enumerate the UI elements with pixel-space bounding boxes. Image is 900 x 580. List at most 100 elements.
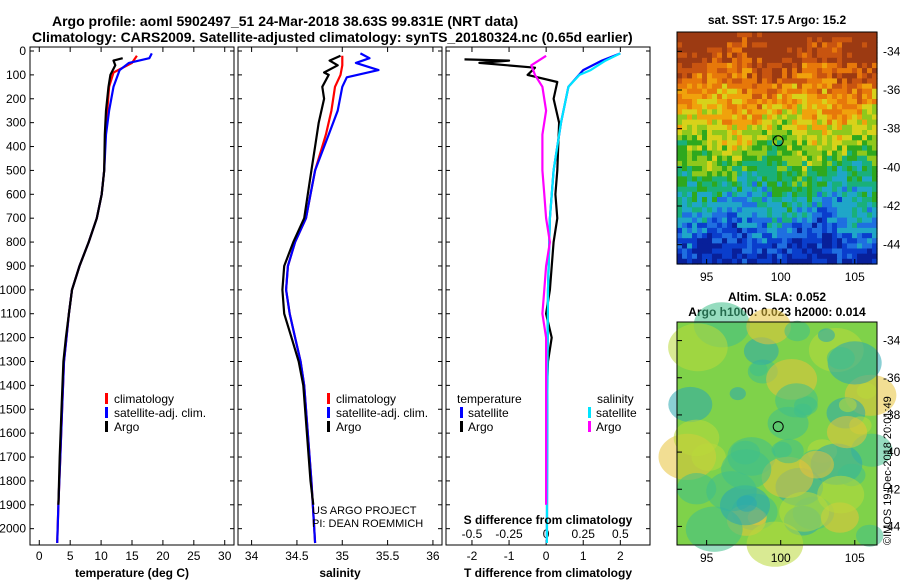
heatmap-cell xyxy=(777,62,783,69)
heatmap-cell xyxy=(792,140,798,147)
heatmap-cell xyxy=(797,88,803,95)
heatmap-cell xyxy=(852,73,858,79)
heatmap-cell xyxy=(767,124,773,131)
heatmap-cell xyxy=(702,37,708,43)
heatmap-cell xyxy=(797,191,803,198)
heatmap-cell xyxy=(762,99,768,105)
heatmap-cell xyxy=(737,37,743,43)
heatmap-cell xyxy=(782,78,788,85)
heatmap-cell xyxy=(692,52,698,59)
heatmap-cell xyxy=(822,202,828,208)
heatmap-cell xyxy=(827,171,833,177)
heatmap-cell xyxy=(732,124,738,131)
heatmap-cell xyxy=(822,155,828,162)
heatmap-cell xyxy=(867,253,873,260)
heatmap-cell xyxy=(852,119,858,126)
heatmap-cell xyxy=(692,166,698,172)
heatmap-cell xyxy=(747,227,753,234)
heatmap-cell xyxy=(782,202,788,208)
heatmap-cell xyxy=(692,243,698,250)
heatmap-cell xyxy=(742,93,748,100)
heatmap-cell xyxy=(717,68,723,74)
heatmap-cell xyxy=(717,140,723,147)
heatmap-cell xyxy=(822,166,828,172)
heatmap-cell xyxy=(687,212,693,219)
heatmap-cell xyxy=(762,130,768,136)
heatmap-cell xyxy=(692,253,698,260)
heatmap-cell xyxy=(777,124,783,131)
heatmap-cell xyxy=(697,233,703,239)
heatmap-cell xyxy=(852,32,858,38)
heatmap-cell xyxy=(807,150,813,157)
heatmap-cell xyxy=(847,155,853,162)
heatmap-cell xyxy=(757,207,763,214)
heatmap-cell xyxy=(702,145,708,152)
heatmap-cell xyxy=(687,150,693,157)
heatmap-cell xyxy=(712,166,718,172)
heatmap-cell xyxy=(677,258,683,265)
heatmap-cell xyxy=(832,130,838,136)
heatmap-cell xyxy=(707,176,713,183)
heatmap-cell xyxy=(837,37,843,43)
heatmap-cell xyxy=(772,114,778,121)
heatmap-cell xyxy=(692,47,698,54)
heatmap-cell xyxy=(772,37,778,43)
heatmap-cell xyxy=(772,68,778,74)
heatmap-cell xyxy=(737,222,743,229)
heatmap-cell xyxy=(677,202,683,208)
heatmap-cell xyxy=(772,253,778,260)
heatmap-cell xyxy=(747,171,753,177)
heatmap-cell xyxy=(857,248,863,255)
heatmap-cell xyxy=(782,47,788,54)
heatmap-cell xyxy=(862,135,868,141)
heatmap-cell xyxy=(707,32,713,38)
heatmap-cell xyxy=(837,207,843,214)
heatmap-cell xyxy=(867,109,873,116)
heatmap-cell xyxy=(712,32,718,38)
heatmap-cell xyxy=(737,197,743,203)
heatmap-cell xyxy=(782,253,788,260)
heatmap-cell xyxy=(832,258,838,265)
heatmap-cell xyxy=(762,83,768,90)
heatmap-cell xyxy=(832,171,838,177)
heatmap-cell xyxy=(802,68,808,74)
sst-map-title: sat. SST: 17.5 Argo: 15.2 xyxy=(708,13,847,27)
heatmap-cell xyxy=(772,32,778,38)
heatmap-cell xyxy=(872,119,878,126)
heatmap-cell xyxy=(802,222,808,229)
heatmap-cell xyxy=(707,171,713,177)
heatmap-cell xyxy=(687,197,693,203)
heatmap-cell xyxy=(757,227,763,234)
heatmap-cell xyxy=(737,150,743,157)
heatmap-cell xyxy=(862,52,868,59)
heatmap-cell xyxy=(842,227,848,234)
heatmap-cell xyxy=(842,47,848,54)
heatmap-cell xyxy=(812,258,818,265)
heatmap-cell xyxy=(707,124,713,131)
legend-label: Argo xyxy=(596,420,622,434)
heatmap-cell xyxy=(742,145,748,152)
heatmap-cell xyxy=(787,83,793,90)
heatmap-cell xyxy=(682,130,688,136)
heatmap-cell xyxy=(682,248,688,255)
heatmap-cell xyxy=(807,207,813,214)
heatmap-cell xyxy=(702,248,708,255)
heatmap-cell xyxy=(747,130,753,136)
heatmap-cell xyxy=(742,99,748,105)
heatmap-cell xyxy=(827,99,833,105)
heatmap-cell xyxy=(837,99,843,105)
heatmap-cell xyxy=(677,166,683,172)
heatmap-cell xyxy=(712,130,718,136)
heatmap-cell xyxy=(867,114,873,121)
annotation-pi: PI: DEAN ROEMMICH xyxy=(312,518,423,530)
depth-tick-label: 900 xyxy=(6,259,26,273)
heatmap-cell xyxy=(782,99,788,105)
heatmap-cell xyxy=(767,130,773,136)
heatmap-cell xyxy=(822,88,828,95)
heatmap-cell xyxy=(687,83,693,90)
heatmap-cell xyxy=(852,222,858,229)
heatmap-cell xyxy=(767,68,773,74)
heatmap-cell xyxy=(742,68,748,74)
heatmap-cell xyxy=(712,124,718,131)
heatmap-cell xyxy=(792,248,798,255)
